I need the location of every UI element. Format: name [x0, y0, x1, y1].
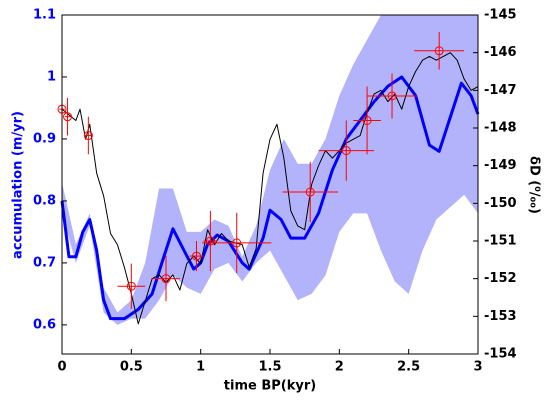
x-tick-label: 3 [473, 360, 482, 375]
y2-tick-label: -146 [484, 45, 517, 60]
data-point [434, 46, 444, 56]
data-point [362, 115, 372, 125]
x-tick-label: 2 [335, 360, 344, 375]
data-point [161, 274, 171, 284]
y2-tick-label: -153 [484, 309, 517, 324]
y2-tick-label: -152 [484, 271, 517, 286]
data-point [83, 131, 93, 141]
y-tick-label: 1 [47, 69, 56, 84]
x-tick-label: 1 [196, 360, 205, 375]
y-tick-label: 0.8 [33, 193, 56, 208]
x-tick-label: 1.5 [258, 360, 281, 375]
uncertainty-band [62, 15, 478, 325]
data-point [387, 91, 397, 101]
x-axis-label: time BP(kyr) [224, 379, 316, 394]
y2-tick-label: -145 [484, 8, 517, 23]
y-tick-label: 0.7 [33, 255, 56, 270]
data-point [63, 112, 73, 122]
y2-tick-label: -150 [484, 196, 517, 211]
data-point [205, 236, 215, 246]
y-tick-label: 1.1 [33, 8, 56, 23]
x-tick-label: 2.5 [397, 360, 420, 375]
y2-tick-label: -151 [484, 234, 517, 249]
y-axis-label: accumulation (m/yr) [11, 111, 26, 259]
data-point [305, 187, 315, 197]
y2-tick-label: -147 [484, 83, 517, 98]
y2-tick-label: -154 [484, 347, 517, 362]
data-point [341, 146, 351, 156]
y2-tick-label: -149 [484, 158, 517, 173]
data-line [61, 52, 479, 325]
y-tick-label: 0.9 [33, 131, 56, 146]
data-point [192, 251, 202, 261]
y2-axis-label: δD (⁰/₀₀) [527, 156, 542, 214]
x-tick-label: 0 [57, 360, 66, 375]
y-tick-label: 0.6 [33, 317, 56, 332]
data-point [232, 238, 242, 248]
y2-tick-label: -148 [484, 121, 517, 136]
x-tick-label: 0.5 [120, 360, 143, 375]
data-point [126, 281, 136, 291]
